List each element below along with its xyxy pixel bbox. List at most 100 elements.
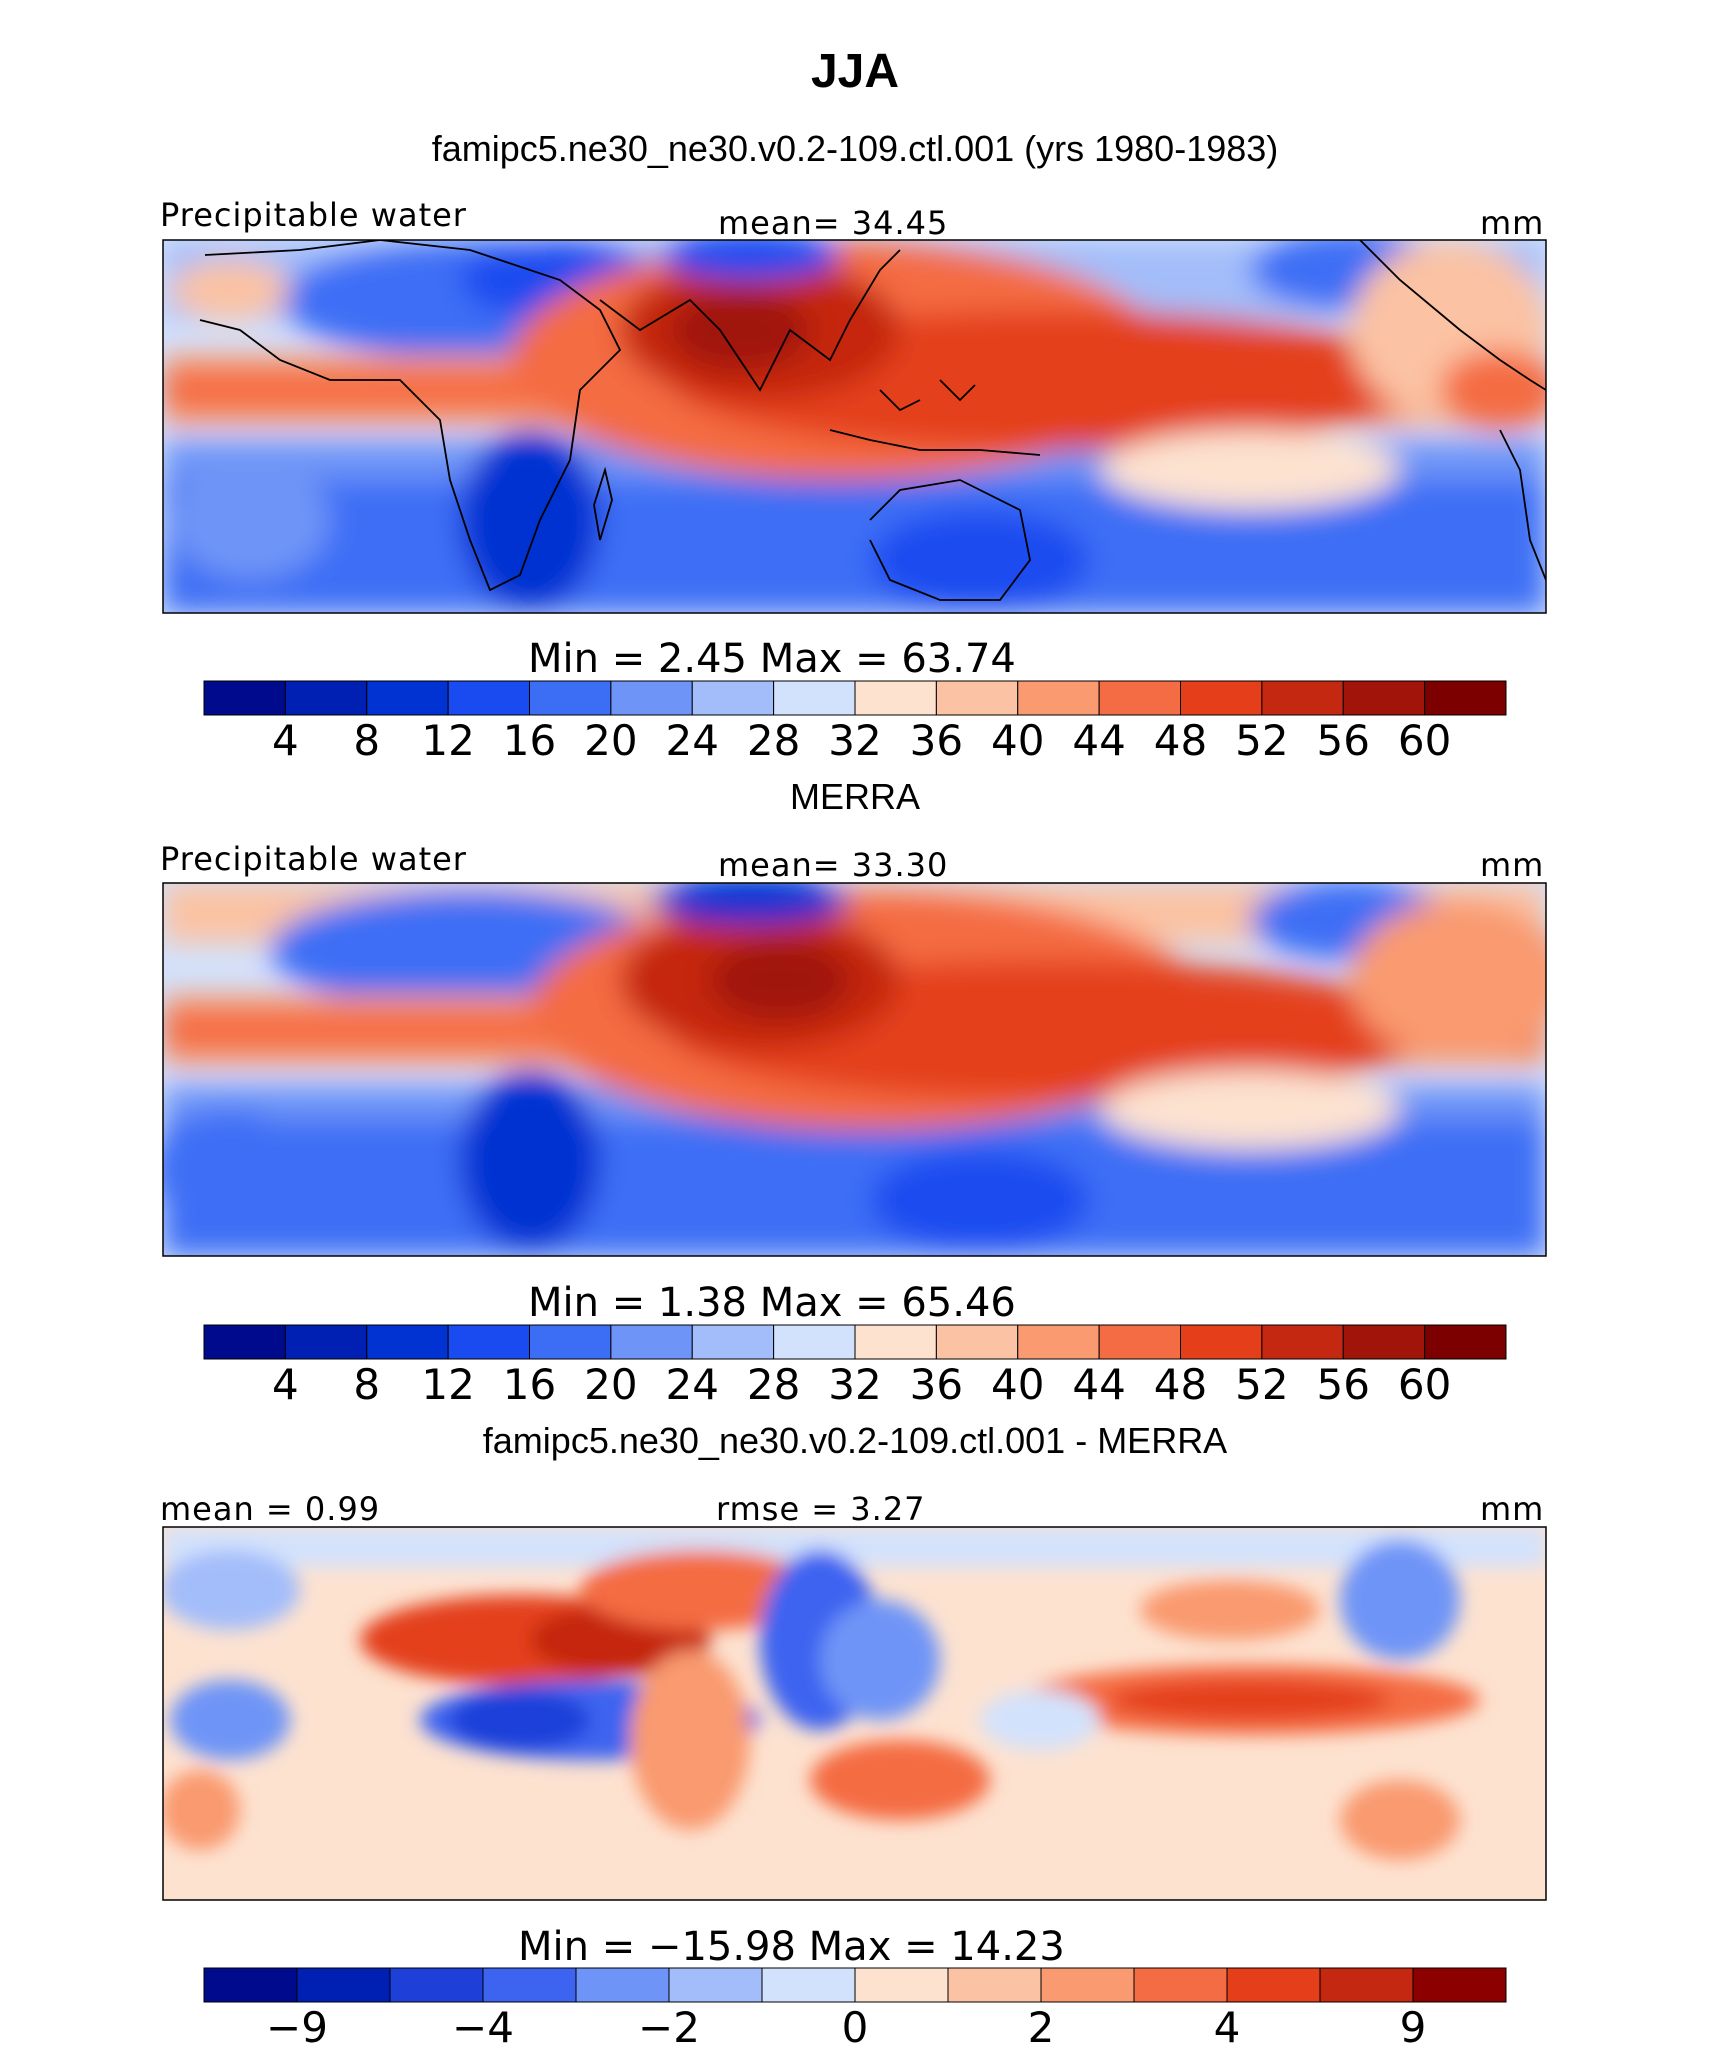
colorbar-2-tick-label: 12 (421, 1360, 474, 1409)
coastline-path (593, 466, 613, 541)
colorbar-1-swatch (1180, 680, 1263, 716)
colorbar-1-swatch (284, 680, 368, 716)
panel-3-title: famipc5.ne30_ne30.v0.2-109.ctl.001 - MER… (482, 1420, 1228, 1461)
panel-2-minmax: Min = 1.38 Max = 65.46 (528, 1280, 1016, 1326)
colorbar-1-tick-label: 12 (421, 716, 474, 765)
colorbar-2-swatch (203, 1324, 286, 1360)
panel-2-variable-label: Precipitable water (160, 840, 467, 878)
colorbar-3-swatch (1319, 1967, 1414, 2003)
colorbar-2-swatch (1424, 1324, 1507, 1360)
panel-2-map-frame (162, 882, 1547, 1257)
colorbar-1-swatch (1098, 680, 1181, 716)
colorbar-3-swatch (947, 1967, 1042, 2003)
colorbar-3-swatch (1040, 1967, 1135, 2003)
coastlines (199, 240, 1546, 601)
colorbar-2-swatch (691, 1324, 775, 1360)
coastline-path (869, 479, 1031, 601)
panel-1-title: famipc5.ne30_ne30.v0.2-109.ctl.001 (yrs … (431, 128, 1279, 169)
coastline-path (879, 389, 921, 412)
coastline-path (1359, 240, 1546, 391)
coastline-path (1499, 429, 1546, 581)
colorbar-1-swatch (447, 680, 530, 716)
coastline-path (599, 249, 901, 392)
colorbar-2-swatch (366, 1324, 449, 1360)
colorbar-2-swatch (529, 1324, 612, 1360)
coastline-path (939, 379, 976, 402)
panel-3-units: mm (1480, 1490, 1545, 1528)
colorbar-1-swatch (610, 680, 693, 716)
colorbar-3-swatch (761, 1967, 856, 2003)
colorbar-1-swatch (203, 680, 286, 716)
colorbar-1-tick-label: 48 (1154, 716, 1207, 765)
colorbar-2-swatch (447, 1324, 530, 1360)
colorbar-1-tick-label: 32 (828, 716, 881, 765)
colorbar-1-tick-label: 36 (910, 716, 963, 765)
colorbar-3-swatch (668, 1967, 763, 2003)
colorbar-1-swatch (935, 680, 1019, 716)
colorbar-3-swatch (482, 1967, 577, 2003)
panel-3-minmax: Min = −15.98 Max = 14.23 (518, 1924, 1065, 1970)
colorbar-3-swatch (854, 1967, 949, 2003)
colorbar-1-swatch (773, 680, 856, 716)
colorbar-1-tick-label: 4 (272, 716, 299, 765)
colorbar-2-swatch (1261, 1324, 1344, 1360)
colorbar-2-swatch (1098, 1324, 1181, 1360)
colorbar-2-tick-label: 20 (584, 1360, 637, 1409)
panel-1-minmax: Min = 2.45 Max = 63.74 (528, 636, 1016, 682)
panel-1-units: mm (1480, 204, 1545, 242)
colorbar-1-swatch (854, 680, 937, 716)
panel-1-map (163, 240, 1546, 613)
colorbar-3-tick-label: 2 (1028, 2003, 1055, 2048)
panel-1-mean-label: mean= 34.45 (718, 204, 949, 242)
colorbar-2-tick-label: 16 (503, 1360, 556, 1409)
colorbar-1-swatch (1017, 680, 1100, 716)
colorbar-1-swatch (1424, 680, 1507, 716)
colorbar-1-swatch (691, 680, 775, 716)
colorbar-2-tick-label: 60 (1398, 1360, 1451, 1409)
panel-2-mean-label: mean= 33.30 (718, 846, 949, 884)
colorbar-2-tick-label: 44 (1072, 1360, 1125, 1409)
colorbar-3-tick-label: 0 (842, 2003, 869, 2048)
colorbar-3-swatch (1133, 1967, 1228, 2003)
panel-1-coastlines (199, 240, 1546, 601)
colorbar-1-tick-label: 20 (584, 716, 637, 765)
colorbar-2-swatch (284, 1324, 368, 1360)
panel-2-title: MERRA (789, 776, 920, 817)
colorbar-3-swatch (296, 1967, 391, 2003)
colorbars: 4 8 12 16 20 24 28 32 36 40 44 48 52 56 604 8 12 16 20 24 28… (203, 680, 1507, 2048)
coastline-path (199, 240, 622, 592)
colorbar-3-swatch (575, 1967, 670, 2003)
colorbar-1-tick-label: 24 (666, 716, 719, 765)
panel-2-units: mm (1480, 846, 1545, 884)
colorbar-2-tick-label: 24 (666, 1360, 719, 1409)
colorbar-1-swatch (529, 680, 612, 716)
colorbar-2-tick-label: 28 (747, 1360, 800, 1409)
panel-1-variable-label: Precipitable water (160, 196, 467, 234)
colorbar-2-tick-label: 36 (910, 1360, 963, 1409)
colorbar-3-tick-label: −9 (266, 2003, 328, 2048)
colorbar-3-swatch (389, 1967, 484, 2003)
panel-1-map-frame (162, 239, 1547, 614)
colorbar-2-tick-label: 32 (828, 1360, 881, 1409)
colorbar-2-swatch (935, 1324, 1019, 1360)
colorbar-2-tick-label: 48 (1154, 1360, 1207, 1409)
colorbar-2-tick-label: 8 (353, 1360, 380, 1409)
panel-3-mean-label: mean = 0.99 (160, 1490, 381, 1528)
colorbar-3-tick-label: −4 (452, 2003, 514, 2048)
colorbar-3-swatch (1226, 1967, 1321, 2003)
coastline-path (829, 429, 1041, 456)
colorbar-1-swatch (366, 680, 449, 716)
colorbar-1-tick-label: 52 (1235, 716, 1288, 765)
colorbar-3-swatch (203, 1967, 298, 2003)
panel-2-map (163, 883, 1546, 1256)
panel-3-map-frame (162, 1526, 1547, 1901)
panel-3-rmse-label: rmse = 3.27 (716, 1490, 926, 1528)
colorbar-3-tick-label: −2 (638, 2003, 700, 2048)
colorbar-3-tick-label: 9 (1400, 2003, 1427, 2048)
colorbar-1-tick-label: 8 (353, 716, 380, 765)
colorbar-1-swatch (1342, 680, 1426, 716)
panel-3-map (163, 1527, 1546, 1900)
colorbar-2-swatch (610, 1324, 693, 1360)
colorbar-3-tick-label: 4 (1214, 2003, 1241, 2048)
